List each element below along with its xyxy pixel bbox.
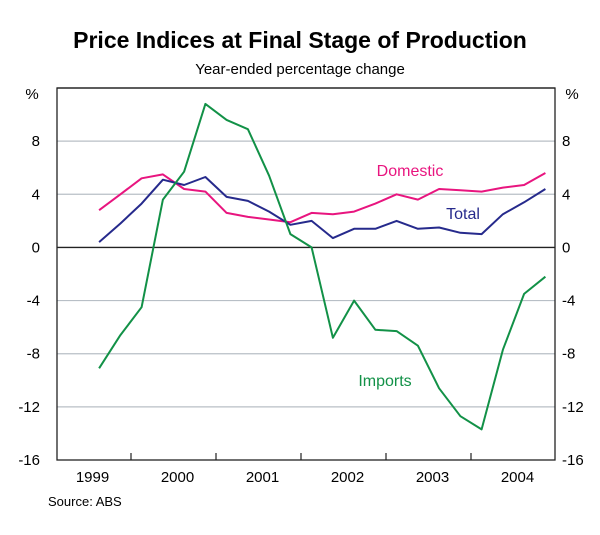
y-tick-label-left: 4: [32, 186, 40, 203]
x-tick-label: 2004: [501, 469, 534, 486]
chart-subtitle: Year-ended percentage change: [195, 61, 405, 78]
series-line-total: [98, 176, 546, 243]
y-tick-label-right: 8: [562, 133, 570, 150]
source-note: Source: ABS: [48, 494, 122, 509]
x-tick-label: 2000: [161, 469, 194, 486]
y-tick-label-right: -8: [562, 346, 575, 363]
y-tick-label-left: 0: [32, 239, 40, 256]
y-tick-label-left: -8: [27, 346, 40, 363]
y-tick-label-right: -16: [562, 452, 584, 469]
y-tick-label-left: -16: [18, 452, 40, 469]
plot-frame: [56, 87, 556, 461]
x-tick-label: 2003: [416, 469, 449, 486]
x-tick-label: 1999: [76, 469, 109, 486]
series-label-total: Total: [446, 206, 480, 223]
series-label-domestic: Domestic: [377, 163, 444, 180]
y-unit-right: %: [565, 86, 578, 103]
y-unit-left: %: [25, 86, 38, 103]
chart-title: Price Indices at Final Stage of Producti…: [73, 27, 527, 53]
y-tick-label-right: 4: [562, 186, 570, 203]
series-label-imports: Imports: [358, 373, 411, 390]
y-tick-label-left: -12: [18, 399, 40, 416]
y-tick-label-right: -12: [562, 399, 584, 416]
series-line-imports: [98, 102, 547, 431]
y-tick-label-right: -4: [562, 293, 575, 310]
y-tick-label-left: 8: [32, 133, 40, 150]
x-tick-label: 2001: [246, 469, 279, 486]
y-tick-label-left: -4: [27, 293, 40, 310]
x-tick-label: 2002: [331, 469, 364, 486]
y-tick-label-right: 0: [562, 239, 570, 256]
